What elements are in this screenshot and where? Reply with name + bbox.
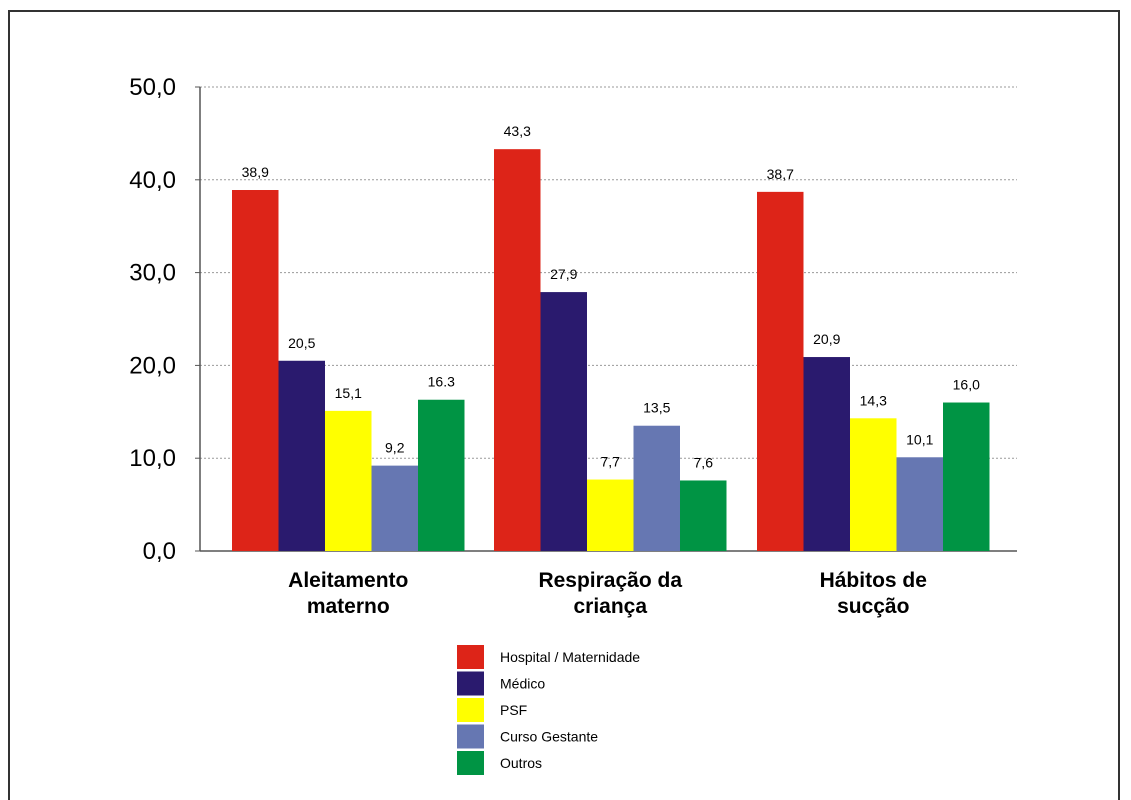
data-label: 13,5: [643, 400, 670, 416]
y-tick-label: 50,0: [129, 74, 176, 101]
bar: [325, 410, 372, 551]
data-label: 16,0: [953, 377, 980, 393]
data-label: 16.3: [428, 374, 455, 390]
legend-swatch: [457, 671, 484, 696]
data-label: 43,3: [504, 123, 531, 139]
category-label: Respiração da: [538, 569, 682, 592]
data-label: 10,1: [906, 431, 933, 447]
data-label: 38,9: [242, 164, 269, 180]
legend-swatch: [457, 698, 484, 722]
legend-label: Médico: [500, 676, 545, 692]
y-tick-label: 0,0: [143, 538, 176, 565]
data-label: 27,9: [550, 266, 577, 282]
category-label: criança: [573, 595, 647, 618]
bar: [943, 402, 990, 551]
y-tick-label: 30,0: [129, 260, 176, 287]
bar: [633, 425, 680, 551]
data-label: 7,7: [601, 454, 621, 470]
bar: [896, 457, 943, 551]
bar: [494, 149, 541, 551]
data-label: 14,3: [860, 392, 887, 408]
category-label: sucção: [837, 595, 909, 618]
data-label: 9,2: [385, 440, 405, 456]
legend-swatch: [457, 724, 484, 749]
data-label: 7,6: [694, 454, 714, 470]
y-tick-label: 40,0: [129, 167, 176, 194]
legend-label: Hospital / Maternidade: [500, 649, 640, 665]
legend-swatch: [457, 645, 484, 669]
y-tick-label: 10,0: [129, 445, 176, 472]
chart-frame: [8, 10, 1120, 800]
legend-label: PSF: [500, 702, 527, 718]
category-label: materno: [307, 595, 390, 618]
data-label: 38,7: [767, 166, 794, 182]
legend-swatch: [457, 751, 484, 775]
legend-label: Outros: [500, 755, 542, 771]
bar: [803, 357, 850, 551]
data-label: 20,9: [813, 331, 840, 347]
bar: [680, 480, 727, 551]
data-label: 20,5: [288, 335, 315, 351]
bar: [757, 191, 804, 551]
bar: [850, 418, 897, 551]
bar: [232, 190, 279, 551]
bar: [371, 465, 418, 551]
bar: [540, 292, 587, 551]
category-label: Hábitos de: [820, 569, 927, 592]
bar: [278, 360, 325, 551]
bar: [587, 479, 634, 551]
legend-label: Curso Gestante: [500, 729, 598, 745]
category-label: Aleitamento: [288, 569, 408, 592]
bar: [418, 399, 465, 551]
data-label: 15,1: [335, 385, 362, 401]
y-tick-label: 20,0: [129, 352, 176, 379]
